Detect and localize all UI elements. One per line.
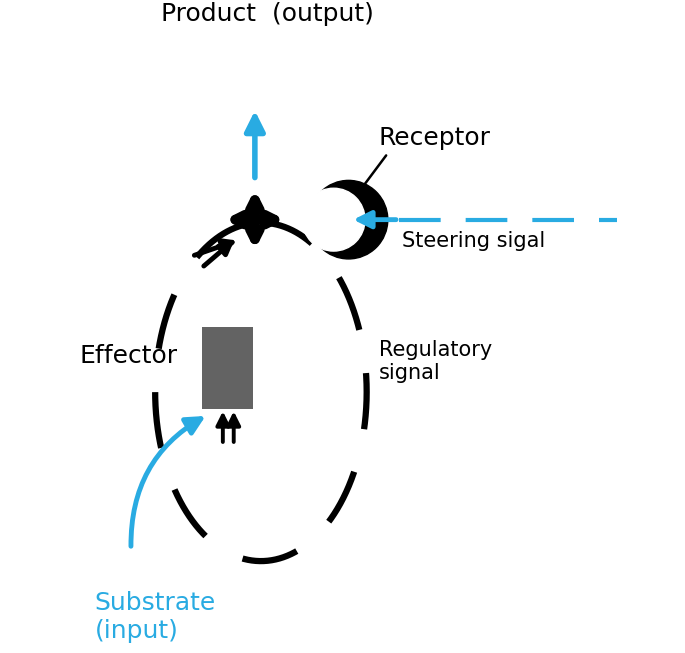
Circle shape	[309, 180, 388, 259]
Text: Receptor: Receptor	[379, 126, 490, 150]
Text: Effector: Effector	[79, 343, 178, 368]
Text: Regulatory
signal: Regulatory signal	[379, 340, 492, 383]
Text: Steering sigal: Steering sigal	[402, 231, 545, 251]
Text: Product  (output): Product (output)	[160, 2, 373, 26]
Bar	[202, 327, 253, 409]
Circle shape	[302, 188, 365, 251]
Text: Substrate
(input): Substrate (input)	[95, 592, 216, 643]
